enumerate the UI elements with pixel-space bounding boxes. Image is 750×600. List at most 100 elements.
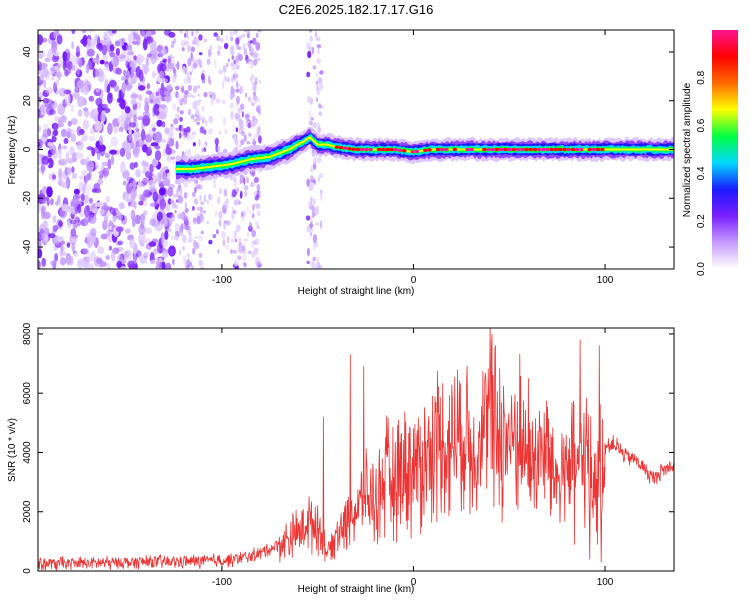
noise-blob: [116, 260, 123, 269]
noise-blob: [176, 61, 180, 70]
noise-blob: [251, 102, 255, 107]
noise-blob: [167, 62, 175, 70]
noise-blob: [146, 83, 151, 90]
noise-blob: [257, 263, 261, 268]
snr-x-ticks: -100 0 100: [212, 328, 614, 588]
spectrogram-y-ticks: -40 -20 0 20 40: [22, 46, 674, 254]
noise-blob: [217, 50, 221, 56]
signal-peak: [440, 147, 445, 152]
noise-blob: [243, 262, 247, 268]
noise-blob: [252, 181, 256, 188]
noise-blob: [184, 41, 189, 45]
noise-blob: [99, 59, 105, 65]
noise-blob: [145, 55, 150, 67]
noise-blob: [314, 207, 319, 216]
noise-blob: [58, 148, 62, 160]
noise-blob: [139, 231, 146, 244]
noise-blob: [94, 68, 99, 77]
noise-blob: [74, 56, 78, 64]
noise-blob: [246, 177, 250, 184]
y-tick-label: 4000: [22, 441, 33, 464]
noise-blob: [192, 142, 196, 147]
noise-blob: [156, 96, 163, 102]
noise-blob: [87, 161, 94, 168]
noise-blob: [256, 126, 261, 135]
noise-blob: [311, 46, 315, 55]
noise-blob: [223, 42, 229, 50]
noise-blob: [71, 172, 78, 179]
noise-blob: [255, 260, 259, 266]
noise-blob: [184, 149, 188, 154]
signal-peak: [562, 147, 567, 152]
noise-blob: [170, 156, 176, 160]
noise-blob: [104, 152, 110, 159]
noise-blob: [210, 98, 214, 106]
noise-blob: [231, 55, 235, 60]
noise-blob: [206, 221, 210, 225]
noise-blob: [248, 96, 251, 102]
noise-blob: [172, 59, 175, 67]
noise-blob: [151, 70, 156, 79]
noise-blob: [198, 252, 203, 259]
y-tick-label: 40: [22, 46, 33, 58]
noise-blob: [316, 58, 321, 64]
noise-blob: [231, 206, 234, 212]
noise-blob: [191, 265, 194, 269]
noise-blob: [141, 63, 147, 72]
noise-blob: [107, 225, 113, 230]
noise-blob: [200, 215, 205, 221]
noise-blob: [231, 189, 237, 198]
noise-blob: [244, 134, 247, 143]
noise-blob: [71, 166, 75, 173]
noise-blob: [226, 62, 229, 68]
noise-blob: [233, 230, 237, 240]
noise-blob: [47, 150, 52, 158]
noise-blob: [255, 105, 260, 113]
noise-blob: [149, 202, 157, 207]
noise-blob: [317, 176, 321, 182]
noise-blob: [66, 242, 71, 248]
noise-blob: [213, 183, 217, 189]
noise-blob: [146, 30, 152, 37]
noise-blob: [51, 49, 57, 55]
noise-blob: [179, 225, 184, 233]
y-tick-label: 2000: [22, 500, 33, 523]
noise-blob: [225, 244, 230, 250]
noise-blob: [65, 94, 71, 105]
noise-blob: [251, 120, 255, 125]
noise-blob: [109, 44, 115, 52]
noise-blob: [153, 248, 159, 255]
noise-blob: [134, 247, 139, 253]
noise-blob: [176, 106, 180, 113]
noise-blob: [233, 133, 236, 143]
signal-peak: [574, 147, 580, 152]
noise-blob: [99, 113, 106, 122]
noise-blob: [159, 104, 167, 109]
spectrogram-y-axis-label: Frequency (Hz): [7, 116, 18, 185]
noise-blob: [73, 251, 78, 257]
noise-blob: [154, 257, 161, 265]
noise-blob: [106, 230, 111, 237]
noise-blob: [171, 160, 176, 164]
noise-blob: [147, 36, 154, 43]
noise-blob: [233, 200, 237, 206]
noise-blob: [181, 125, 184, 134]
noise-blob: [193, 118, 198, 123]
noise-blob: [191, 131, 197, 135]
noise-blob: [235, 127, 238, 133]
x-tick-label: 0: [411, 275, 417, 286]
noise-blob: [218, 69, 224, 75]
signal-peak: [359, 147, 365, 152]
noise-blob: [137, 85, 146, 91]
noise-blob: [316, 37, 321, 41]
noise-blob: [200, 201, 205, 205]
noise-blob: [242, 43, 246, 50]
noise-blob: [82, 85, 89, 96]
noise-blob: [62, 58, 67, 71]
signal-peak: [591, 147, 597, 152]
noise-blob: [225, 34, 229, 41]
noise-blob: [175, 85, 180, 91]
noise-blob: [170, 213, 175, 222]
noise-blob: [314, 221, 320, 227]
noise-blob: [163, 78, 168, 84]
